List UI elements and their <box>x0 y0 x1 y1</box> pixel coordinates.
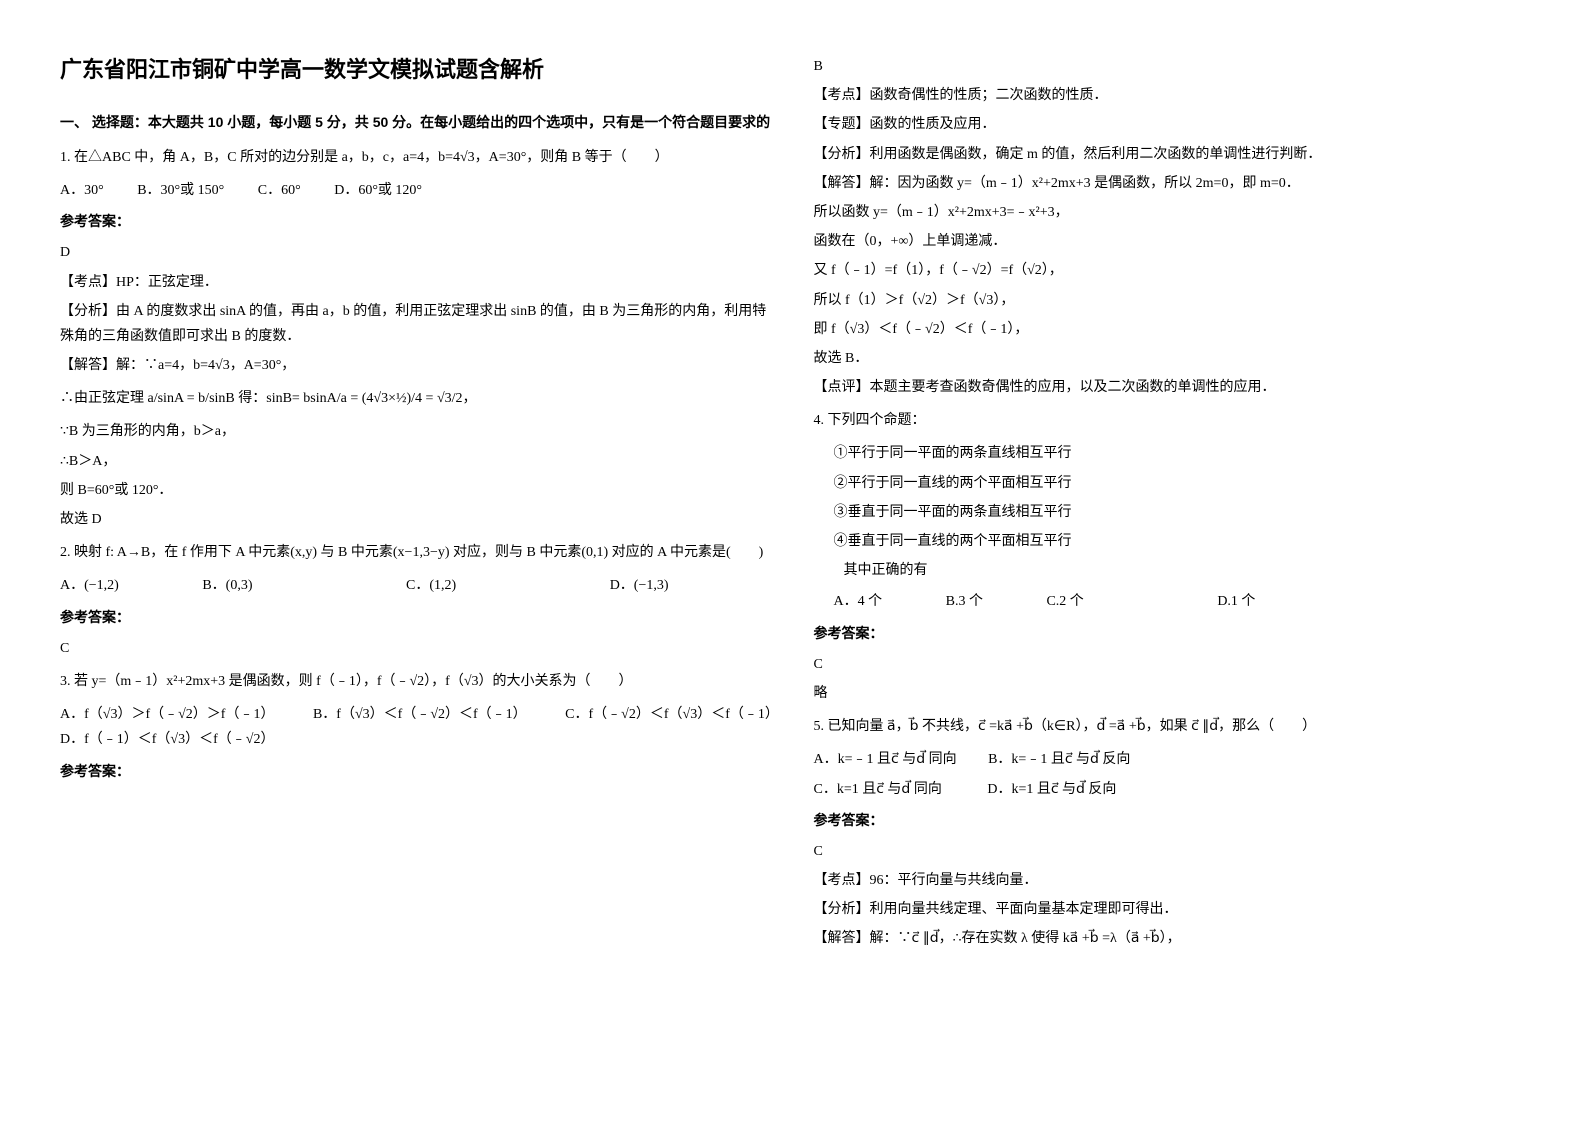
q3-answer: B <box>814 54 1528 79</box>
q5-options-2: C．k=1 且c⃗ 与d⃗ 同向 D．k=1 且c⃗ 与d⃗ 反向 <box>814 777 1528 802</box>
q3-line3: 又 f（﹣1）=f（1），f（﹣√2）=f（√2）， <box>814 258 1528 283</box>
q4-item3: ③垂直于同一平面的两条直线相互平行 <box>814 500 1528 525</box>
q1-optC: C．60° <box>258 178 301 203</box>
q3-topic: 【专题】函数的性质及应用． <box>814 112 1528 137</box>
q4-answer: C <box>814 652 1528 677</box>
q3-answer-label: 参考答案： <box>60 759 774 784</box>
q3-line6: 故选 B． <box>814 346 1528 371</box>
doc-title: 广东省阳江市铜矿中学高一数学文模拟试题含解析 <box>60 50 774 90</box>
q1-text: 1. 在△ABC 中，角 A，B，C 所对的边分别是 a，b，c，a=4，b=4… <box>60 145 774 170</box>
q1-point: 【考点】HP：正弦定理． <box>60 270 774 295</box>
q5-optC: C．k=1 且c⃗ 与d⃗ 同向 <box>814 782 942 797</box>
q2-options: A．(−1,2) B．(0,3) C．(1,2) D．(−1,3) <box>60 573 774 598</box>
q1-optA: A．30° <box>60 178 104 203</box>
q3-optA: A．f（√3）＞f（﹣√2）＞f（﹣1） <box>60 707 267 722</box>
q5-optA: A．k=﹣1 且c⃗ 与d⃗ 同向 <box>814 752 957 767</box>
q4-optB: B.3 个 <box>946 589 983 614</box>
q1-formula: ∴由正弦定理 a/sinA = b/sinB 得：sinB= bsinA/a =… <box>60 386 774 411</box>
q3-line1: 所以函数 y=（m﹣1）x²+2mx+3=﹣x²+3， <box>814 200 1528 225</box>
q1-line2: ∴B＞A， <box>60 449 774 474</box>
q5-optD: D．k=1 且c⃗ 与d⃗ 反向 <box>987 782 1116 797</box>
q3-line2: 函数在（0，+∞）上单调递减． <box>814 229 1528 254</box>
q4-item4: ④垂直于同一直线的两个平面相互平行 <box>814 529 1528 554</box>
q5-optB: B．k=﹣1 且c⃗ 与d⃗ 反向 <box>988 752 1130 767</box>
q1-line4: 故选 D <box>60 507 774 532</box>
q1-solve: 【解答】解：∵a=4，b=4√3，A=30°， <box>60 353 774 378</box>
q3-comment: 【点评】本题主要考查函数奇偶性的应用，以及二次函数的单调性的应用． <box>814 375 1528 400</box>
q1-optD: D．60°或 120° <box>334 178 422 203</box>
q5-answer-label: 参考答案： <box>814 808 1528 833</box>
q4-optA: A．4 个 <box>834 589 883 614</box>
q4-answer-label: 参考答案： <box>814 621 1528 646</box>
q5-analysis: 【分析】利用向量共线定理、平面向量基本定理即可得出． <box>814 897 1528 922</box>
q3-line4: 所以 f（1）＞f（√2）＞f（√3）， <box>814 288 1528 313</box>
q5-solve: 【解答】解：∵c⃗ ∥d⃗，∴存在实数 λ 使得 ka⃗ +b⃗ =λ（a⃗ +… <box>814 926 1528 951</box>
q3-optD: D．f（﹣1）＜f（√3）＜f（﹣√2） <box>60 732 274 747</box>
q5-text: 5. 已知向量 a⃗，b⃗ 不共线，c⃗ =ka⃗ +b⃗（k∈R），d⃗ =a… <box>814 714 1528 739</box>
left-column: 广东省阳江市铜矿中学高一数学文模拟试题含解析 一、 选择题：本大题共 10 小题… <box>60 50 774 1072</box>
q2-optC: C．(1,2) <box>406 573 456 598</box>
q3-point: 【考点】函数奇偶性的性质；二次函数的性质． <box>814 83 1528 108</box>
q4-item5: 其中正确的有 <box>814 558 1528 583</box>
q4-text: 4. 下列四个命题： <box>814 408 1528 433</box>
q4-item2: ②平行于同一直线的两个平面相互平行 <box>814 471 1528 496</box>
q4-optD: D.1 个 <box>1217 589 1255 614</box>
q5-options-1: A．k=﹣1 且c⃗ 与d⃗ 同向 B．k=﹣1 且c⃗ 与d⃗ 反向 <box>814 747 1528 772</box>
q3-optB: B．f（√3）＜f（﹣√2）＜f（﹣1） <box>313 707 520 722</box>
q2-optA: A．(−1,2) <box>60 573 119 598</box>
section1-title: 一、 选择题：本大题共 10 小题，每小题 5 分，共 50 分。在每小题给出的… <box>60 110 774 135</box>
q1-answer: D <box>60 240 774 265</box>
q1-analysis: 【分析】由 A 的度数求出 sinA 的值，再由 a，b 的值，利用正弦定理求出… <box>60 299 774 349</box>
q4-item1: ①平行于同一平面的两条直线相互平行 <box>814 441 1528 466</box>
q5-answer: C <box>814 839 1528 864</box>
q3-line5: 即 f（√3）＜f（﹣√2）＜f（﹣1）， <box>814 317 1528 342</box>
right-column: B 【考点】函数奇偶性的性质；二次函数的性质． 【专题】函数的性质及应用． 【分… <box>814 50 1528 1072</box>
q3-solve: 【解答】解：因为函数 y=（m﹣1）x²+2mx+3 是偶函数，所以 2m=0，… <box>814 171 1528 196</box>
q1-line1: ∵B 为三角形的内角，b＞a， <box>60 419 774 444</box>
q2-answer-label: 参考答案： <box>60 605 774 630</box>
q1-optB: B．30°或 150° <box>137 178 224 203</box>
q3-options-1: A．f（√3）＞f（﹣√2）＞f（﹣1） B．f（√3）＜f（﹣√2）＜f（﹣1… <box>60 702 774 752</box>
q2-text: 2. 映射 f: A→B，在 f 作用下 A 中元素(x,y) 与 B 中元素(… <box>60 540 774 565</box>
q1-options: A．30° B．30°或 150° C．60° D．60°或 120° <box>60 178 774 203</box>
q4-options: A．4 个 B.3 个 C.2 个 D.1 个 <box>814 589 1528 614</box>
q3-analysis: 【分析】利用函数是偶函数，确定 m 的值，然后利用二次函数的单调性进行判断． <box>814 142 1528 167</box>
q2-optD: D．(−1,3) <box>610 573 669 598</box>
q5-point: 【考点】96：平行向量与共线向量． <box>814 868 1528 893</box>
q4-optC: C.2 个 <box>1046 589 1083 614</box>
q4-note: 略 <box>814 681 1528 706</box>
q2-answer: C <box>60 636 774 661</box>
q3-text: 3. 若 y=（m﹣1）x²+2mx+3 是偶函数，则 f（﹣1），f（﹣√2）… <box>60 669 774 694</box>
q1-answer-label: 参考答案： <box>60 209 774 234</box>
q3-optC: C．f（﹣√2）＜f（√3）＜f（﹣1） <box>565 707 772 722</box>
q2-optB: B．(0,3) <box>202 573 252 598</box>
q1-line3: 则 B=60°或 120°． <box>60 478 774 503</box>
